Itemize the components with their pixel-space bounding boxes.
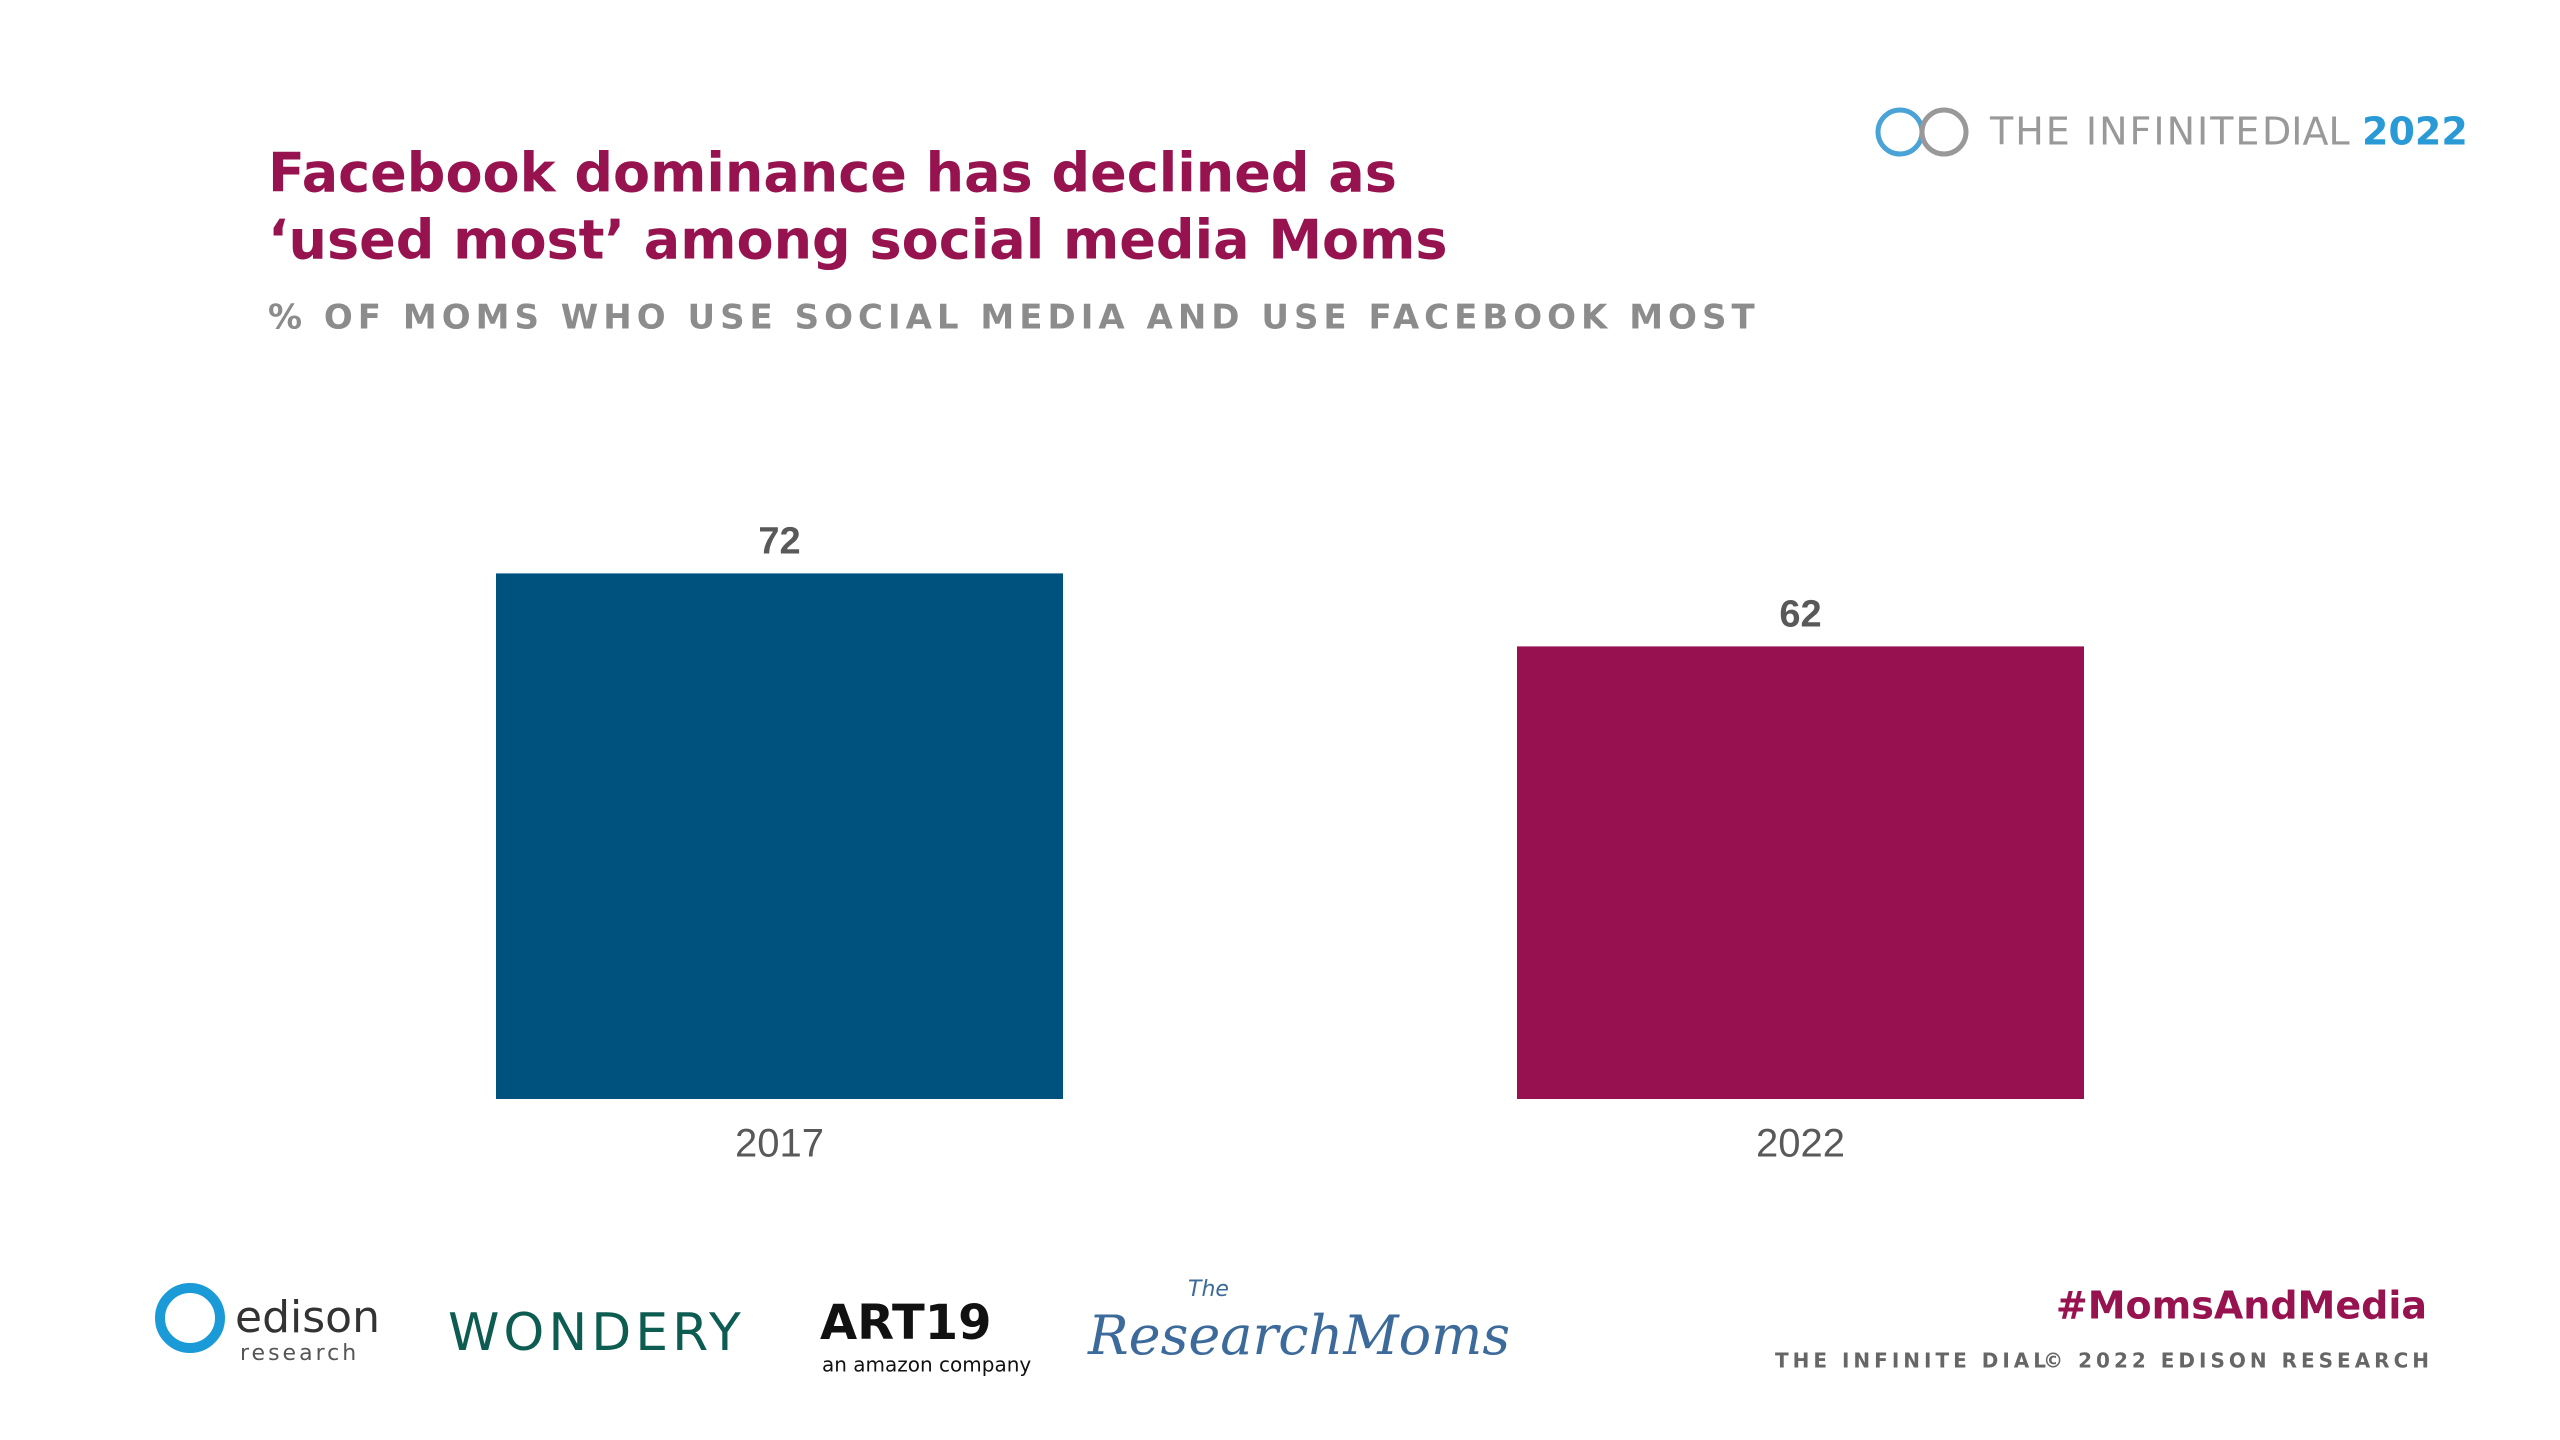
edison-mark xyxy=(155,1283,225,1353)
x-tick-label: 2017 xyxy=(735,1122,824,1166)
art19-logo: ART19 xyxy=(820,1295,992,1351)
logo-text: THE INFINITE xyxy=(1989,110,2261,154)
subtitle: % OF MOMS WHO USE SOCIAL MEDIA AND USE F… xyxy=(268,298,1760,338)
x-tick-label: 2022 xyxy=(1756,1122,1845,1166)
edison-sub: research xyxy=(240,1341,359,1366)
moms-the: The xyxy=(1188,1277,1229,1302)
edison-logo: edison xyxy=(235,1292,380,1343)
bar xyxy=(1517,646,2084,1099)
footer-text: © 2022 EDISON RESEARCH xyxy=(2043,1349,2433,1373)
title-line: ‘used most’ among social media Moms xyxy=(268,209,1448,272)
value-label: 62 xyxy=(1779,593,1821,635)
hashtag: #MomsAndMedia xyxy=(2056,1284,2427,1328)
title-line: Facebook dominance has declined as xyxy=(268,142,1397,205)
bar xyxy=(496,573,1063,1099)
value-label: 72 xyxy=(758,520,800,562)
moms-logo: ResearchMoms xyxy=(1087,1304,1510,1367)
footer-text: THE INFINITE DIAL xyxy=(1775,1349,2050,1373)
logo-year: 2022 xyxy=(2362,110,2468,154)
art19-sub: an amazon company xyxy=(822,1353,1031,1377)
wondery-logo: WONDERY xyxy=(448,1303,745,1363)
logo-text: DIAL xyxy=(2262,110,2350,154)
logo-rings xyxy=(1875,107,1969,157)
partner-logos: edison research WONDERY ART19 an amazon … xyxy=(155,1277,1510,1377)
infinite-dial-logo: THE INFINITE DIAL 2022 xyxy=(1875,107,2468,157)
